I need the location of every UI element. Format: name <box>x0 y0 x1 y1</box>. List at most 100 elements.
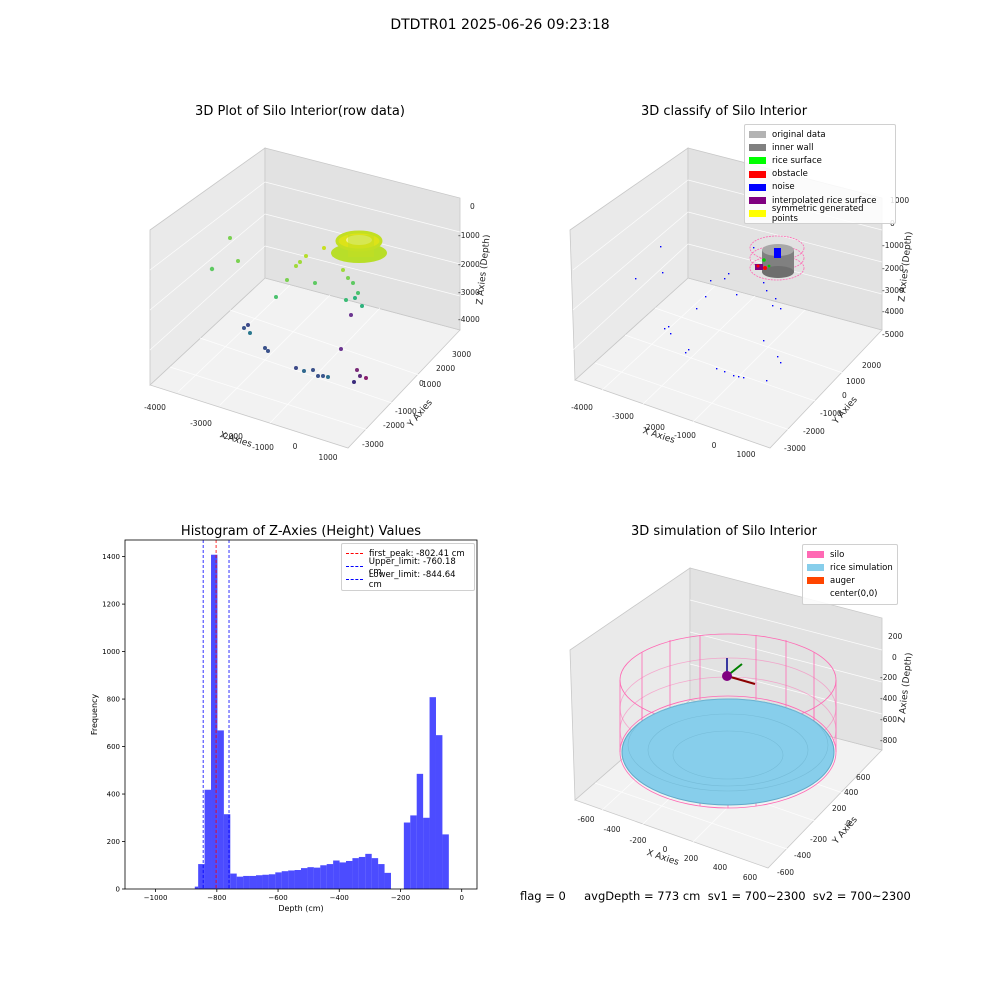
histogram-bar <box>211 554 218 889</box>
raw-y-tick: 1000 <box>422 380 441 389</box>
classify-legend-item: symmetric generated points <box>749 204 891 224</box>
sim-y-tick: -400 <box>794 851 811 860</box>
sim-z-tick: 0 <box>892 653 897 662</box>
raw-y-tick: 2000 <box>436 364 455 373</box>
sim-y-tick: 0 <box>846 819 851 828</box>
sim-x-tick: 0 <box>663 845 668 854</box>
raw-3d-plot[interactable]: -4000 -3000 -2000 -1000 0 1000 -3000 -20… <box>130 130 490 460</box>
simulation-legend-label: rice simulation <box>830 562 893 573</box>
histogram-legend-line <box>346 579 363 581</box>
raw-z-tick: -4000 <box>458 315 480 324</box>
classified-cluster <box>749 235 805 281</box>
raw-panel-title: 3D Plot of Silo Interior(row data) <box>195 104 405 119</box>
raw-x-tick: -3000 <box>190 419 212 428</box>
simulation-legend-item: silo <box>807 548 893 561</box>
histogram-bar <box>223 814 231 889</box>
figure-title: DTDTR01 2025-06-26 09:23:18 <box>390 17 610 33</box>
classify-x-tick: 0 <box>712 441 717 450</box>
histogram-y-label: Frequency <box>90 694 99 736</box>
classify-legend-item: inner wall <box>749 141 891 154</box>
classify-legend-item: original data <box>749 128 891 141</box>
classify-y-tick: -2000 <box>803 427 825 436</box>
histogram-chart[interactable]: −1000 −800 −600 −400 −200 0 0 200 400 600 800 1000… <box>0 530 500 920</box>
raw-z-tick: -2000 <box>458 260 480 269</box>
histogram-bar <box>384 872 391 889</box>
classify-z-tick: -1000 <box>882 241 904 250</box>
histogram-legend-label: first_peak: -802.41 cm <box>369 548 465 559</box>
simulation-legend-item: rice simulation <box>807 561 893 574</box>
simulation-legend-item: center(0,0) <box>807 588 893 601</box>
raw-z-tick: -3000 <box>458 288 480 297</box>
histogram-legend-label: Lower_limit: -844.64 cm <box>368 569 456 590</box>
status-line: flag = 0 avgDepth = 773 cm sv1 = 700~230… <box>520 889 911 903</box>
simulation-legend-swatch <box>807 591 824 598</box>
classify-y-tick: 1000 <box>846 377 865 386</box>
classify-y-tick: 2000 <box>862 361 881 370</box>
histogram-bar <box>403 822 411 889</box>
histogram-bar <box>326 864 334 889</box>
histogram-bar <box>204 789 212 889</box>
histogram-bar <box>435 735 443 889</box>
classify-x-tick: 1000 <box>736 450 755 459</box>
rice-simulation-surface <box>621 698 835 806</box>
histogram-bar <box>249 875 257 889</box>
histogram-bar <box>268 874 276 889</box>
sim-z-tick: 200 <box>888 632 903 641</box>
histogram-legend-item: first_peak: -802.41 cm <box>346 547 470 560</box>
histogram-bar <box>339 862 346 889</box>
histogram-legend-line <box>346 566 363 568</box>
raw-y-tick: 0 <box>419 379 424 388</box>
histogram-legend-label: Upper_limit: -760.18 cm <box>368 556 456 577</box>
histogram-bar <box>313 867 321 889</box>
simulation-legend-item: auger <box>807 574 893 587</box>
classify-z-tick: -2000 <box>882 264 904 273</box>
sim-z-tick: -400 <box>880 694 897 703</box>
classify-x-tick: -1000 <box>674 431 696 440</box>
raw-scatter-points <box>209 236 368 384</box>
sim-y-tick: -200 <box>810 835 827 844</box>
raw-x-tick: -4000 <box>144 403 166 412</box>
simulation-legend-label: silo <box>830 549 845 560</box>
raw-z-tick: 0 <box>470 202 475 211</box>
classify-legend-label: obstacle <box>772 169 808 180</box>
simulation-legend-swatch <box>807 564 824 572</box>
sim-x-tick: 600 <box>743 873 758 880</box>
histogram-title: Histogram of Z-Axies (Height) Values <box>180 524 422 539</box>
classify-legend-label: noise <box>772 182 795 193</box>
raw-x-tick: 1000 <box>318 453 337 460</box>
histogram-legend-line <box>346 553 363 555</box>
raw-y-tick: 3000 <box>452 350 471 359</box>
classify-z-tick: -5000 <box>882 330 904 339</box>
classify-legend-label: inner wall <box>772 142 814 153</box>
noise-points <box>635 246 782 382</box>
classify-legend-label: symmetric generated points <box>771 203 864 224</box>
classify-x-tick: -3000 <box>612 412 634 421</box>
histogram-bar <box>236 876 244 889</box>
histogram-y-tick-label: 1400 <box>102 553 120 561</box>
raw-x-tick: -2000 <box>221 432 243 441</box>
sim-x-tick: -200 <box>629 836 646 845</box>
histogram-bar <box>429 697 436 889</box>
simulation-3d-plot[interactable]: -600 -400 -200 0 200 400 600 -600 -400 -… <box>550 550 920 880</box>
histogram-legend: first_peak: -802.41 cm Upper_limit: -760.… <box>341 543 475 591</box>
histogram-bar <box>262 874 269 889</box>
classify-panel-title: 3D classify of Silo Interior <box>640 104 808 119</box>
sim-y-tick: 200 <box>832 804 847 813</box>
classify-legend-swatch <box>749 157 766 165</box>
histogram-x-label: Depth (cm) <box>278 904 323 913</box>
classify-legend-item: rice surface <box>749 154 891 167</box>
histogram-y-tick-label: 600 <box>107 743 120 751</box>
classify-y-tick: -3000 <box>784 444 806 453</box>
histogram-bar <box>301 868 308 889</box>
histogram-y-tick-label: 0 <box>116 886 120 894</box>
sim-y-tick: 400 <box>844 788 859 797</box>
classify-legend-item: interpolated rice surface <box>749 194 891 207</box>
histogram-bar <box>198 864 205 889</box>
simulation-legend: silo rice simulation auger center(0,0) <box>802 544 898 605</box>
raw-y-tick: -3000 <box>362 440 384 449</box>
raw-y-tick: -1000 <box>395 407 417 416</box>
histogram-bar <box>378 864 385 889</box>
histogram-plot-frame <box>124 539 478 890</box>
raw-y-tick: -2000 <box>383 421 405 430</box>
classify-legend-swatch <box>749 210 766 218</box>
